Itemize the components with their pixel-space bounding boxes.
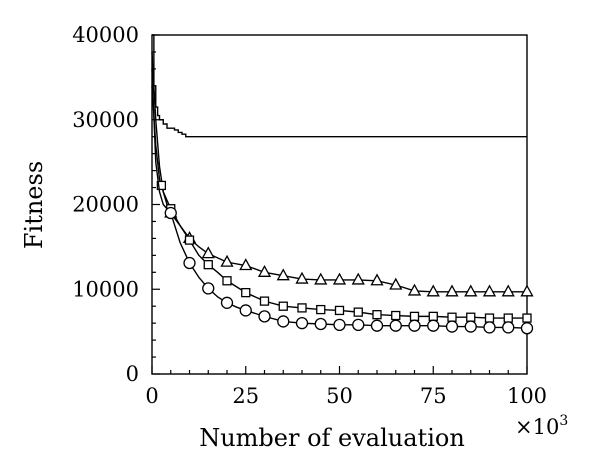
square-marker	[466, 312, 476, 322]
square-marker	[428, 311, 438, 322]
circle-marker	[164, 206, 177, 220]
square-marker	[484, 313, 495, 323]
x-tick-label: 25	[232, 384, 259, 408]
x-multiplier-base: ×10	[515, 415, 559, 439]
circle-marker	[427, 319, 440, 332]
y-tick-label: 40000	[72, 23, 139, 47]
circle-marker	[220, 296, 234, 309]
triangle-marker	[464, 284, 478, 297]
triangle-marker	[295, 271, 309, 284]
square-marker	[334, 305, 345, 316]
series-circle	[151, 68, 534, 335]
x-tick-label: 0	[145, 384, 158, 408]
triangle-marker	[220, 254, 234, 267]
y-tick-label: 0	[126, 362, 139, 386]
triangle-marker	[314, 272, 328, 285]
square-marker	[316, 304, 326, 315]
circle-marker	[408, 319, 421, 332]
triangle-marker	[482, 284, 497, 297]
triangle-marker	[201, 246, 215, 259]
series-line	[152, 34, 527, 138]
circle-marker	[183, 256, 196, 270]
x-tick-label: 75	[420, 384, 447, 408]
x-tick-label: 50	[326, 384, 353, 408]
series-none	[152, 34, 527, 138]
circle-marker	[333, 318, 346, 331]
x-axis-label: Number of evaluation	[199, 424, 465, 452]
square-marker	[447, 312, 457, 322]
circle-marker	[295, 316, 309, 330]
square-marker	[372, 310, 382, 320]
triangle-marker	[370, 273, 384, 286]
circle-marker	[314, 317, 327, 331]
square-marker	[259, 296, 270, 306]
circle-marker	[502, 321, 515, 334]
square-marker	[203, 260, 213, 270]
circle-marker	[370, 319, 384, 332]
triangle-marker	[445, 284, 459, 297]
circle-marker	[202, 282, 215, 295]
triangle-marker	[239, 258, 253, 271]
x-axis-multiplier: ×103	[515, 413, 568, 439]
x-axis-ticks: 0 25 50 75 100	[145, 384, 547, 408]
y-tick-label: 20000	[72, 193, 139, 217]
series-layer	[151, 34, 534, 335]
square-marker	[222, 276, 232, 286]
circle-marker	[277, 315, 290, 328]
square-marker	[409, 311, 420, 322]
triangle-marker	[332, 272, 347, 285]
triangle-marker	[407, 283, 422, 296]
triangle-marker	[501, 284, 515, 297]
y-tick-label: 10000	[72, 277, 139, 301]
circle-marker	[352, 318, 365, 331]
y-axis-label: Fitness	[20, 161, 48, 249]
square-marker	[391, 310, 401, 321]
triangle-marker	[520, 284, 534, 297]
square-marker	[503, 313, 513, 323]
x-tick-label: 100	[507, 384, 547, 408]
circle-marker	[464, 320, 477, 333]
triangle-marker	[351, 272, 365, 285]
square-marker	[184, 235, 195, 245]
square-marker	[522, 313, 532, 323]
square-marker	[156, 180, 167, 191]
triangle-marker	[389, 277, 403, 290]
y-tick-label: 30000	[72, 108, 139, 132]
y-axis-ticks: 0 10000 20000 30000 40000	[72, 23, 139, 386]
square-marker	[297, 303, 307, 313]
square-marker	[241, 287, 251, 298]
circle-marker	[520, 322, 534, 335]
circle-marker	[445, 320, 459, 333]
plot-area	[151, 34, 534, 375]
triangle-marker	[276, 268, 290, 281]
series-triangle	[151, 51, 534, 297]
x-multiplier-exponent: 3	[559, 413, 568, 429]
triangle-marker	[426, 284, 440, 297]
circle-marker	[483, 321, 496, 334]
square-marker	[353, 307, 363, 317]
triangle-marker	[257, 264, 272, 277]
circle-marker	[258, 310, 271, 323]
circle-marker	[389, 319, 402, 332]
circle-marker	[239, 304, 252, 317]
square-marker	[278, 301, 288, 311]
